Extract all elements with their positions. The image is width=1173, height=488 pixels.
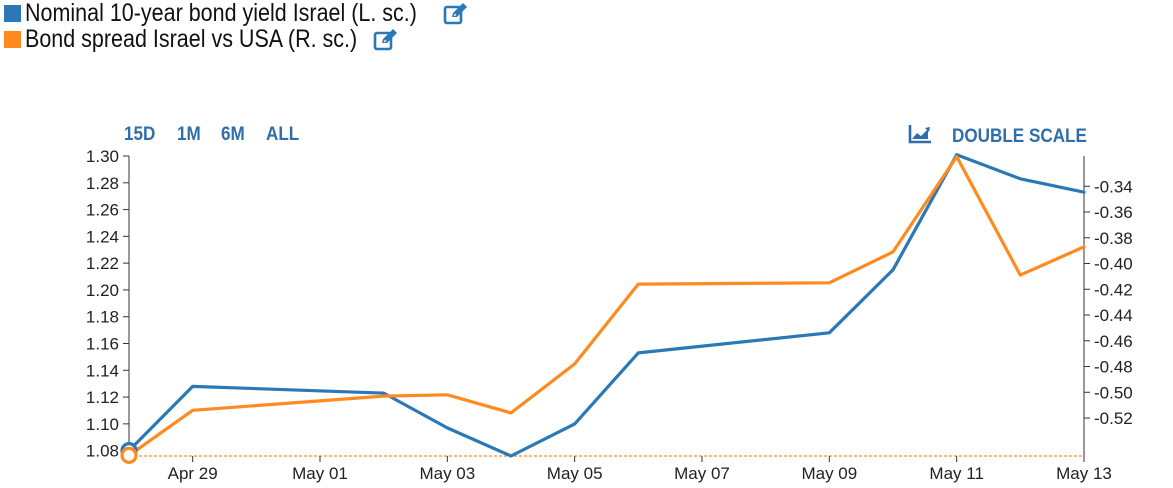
x-tick-label: May 11 [929,464,984,483]
right-tick-label: -0.36 [1094,203,1133,222]
range-button-6m[interactable]: 6M [221,124,246,145]
left-tick-label: 1.18 [86,308,119,327]
left-tick-label: 1.26 [86,201,119,220]
right-tick-label: -0.52 [1094,409,1133,428]
legend-item-bond-spread[interactable]: Bond spread Israel vs USA (R. sc.) [4,26,469,52]
double-scale-button[interactable]: DOUBLE SCALE [908,124,1087,149]
x-tick-label: May 07 [674,464,730,483]
x-tick-label: May 09 [801,464,857,483]
left-tick-label: 1.24 [86,227,119,246]
range-button-1m[interactable]: 1M [176,124,201,145]
x-tick-label: May 13 [1056,464,1112,483]
legend-label-bond-yield: Nominal 10-year bond yield Israel (L. sc… [25,0,417,27]
left-tick-label: 1.16 [86,335,119,354]
left-tick-label: 1.10 [86,415,119,434]
legend-item-bond-yield[interactable]: Nominal 10-year bond yield Israel (L. sc… [4,0,469,26]
legend-label-bond-spread: Bond spread Israel vs USA (R. sc.) [25,25,358,53]
x-tick-label: May 03 [419,464,475,483]
edit-icon[interactable] [373,27,399,51]
right-tick-label: -0.40 [1094,255,1133,274]
area-chart-icon [908,124,932,149]
left-tick-label: 1.28 [86,174,119,193]
legend-swatch-bond-yield [4,4,21,22]
x-tick-label: May 05 [547,464,603,483]
right-tick-label: -0.44 [1094,306,1133,325]
right-tick-label: -0.42 [1094,280,1133,299]
left-tick-label: 1.22 [86,254,119,273]
x-tick-label: May 01 [292,464,348,483]
left-tick-label: 1.12 [86,388,119,407]
right-tick-label: -0.34 [1094,177,1133,196]
legend: Nominal 10-year bond yield Israel (L. sc… [4,0,469,52]
double-scale-label: DOUBLE SCALE [952,125,1087,147]
left-tick-label: 1.14 [86,361,119,380]
range-button-15d[interactable]: 15D [124,124,156,145]
series-line-bond-yield [127,153,1086,458]
series-line-bond-spread [127,155,1086,457]
x-tick-label: Apr 29 [168,464,218,483]
right-tick-label: -0.48 [1094,358,1133,377]
left-tick-label: 1.20 [86,281,119,300]
right-tick-label: -0.50 [1094,383,1133,402]
edit-icon[interactable] [443,1,469,25]
left-tick-label: 1.08 [86,442,119,461]
left-tick-label: 1.30 [86,147,119,166]
right-tick-label: -0.38 [1094,229,1133,248]
right-tick-label: -0.46 [1094,332,1133,351]
series-marker-bond-spread [120,446,138,464]
range-selector: 15D 1M 6M ALL [124,124,303,146]
legend-swatch-bond-spread [4,30,21,48]
range-button-all[interactable]: ALL [265,124,299,145]
